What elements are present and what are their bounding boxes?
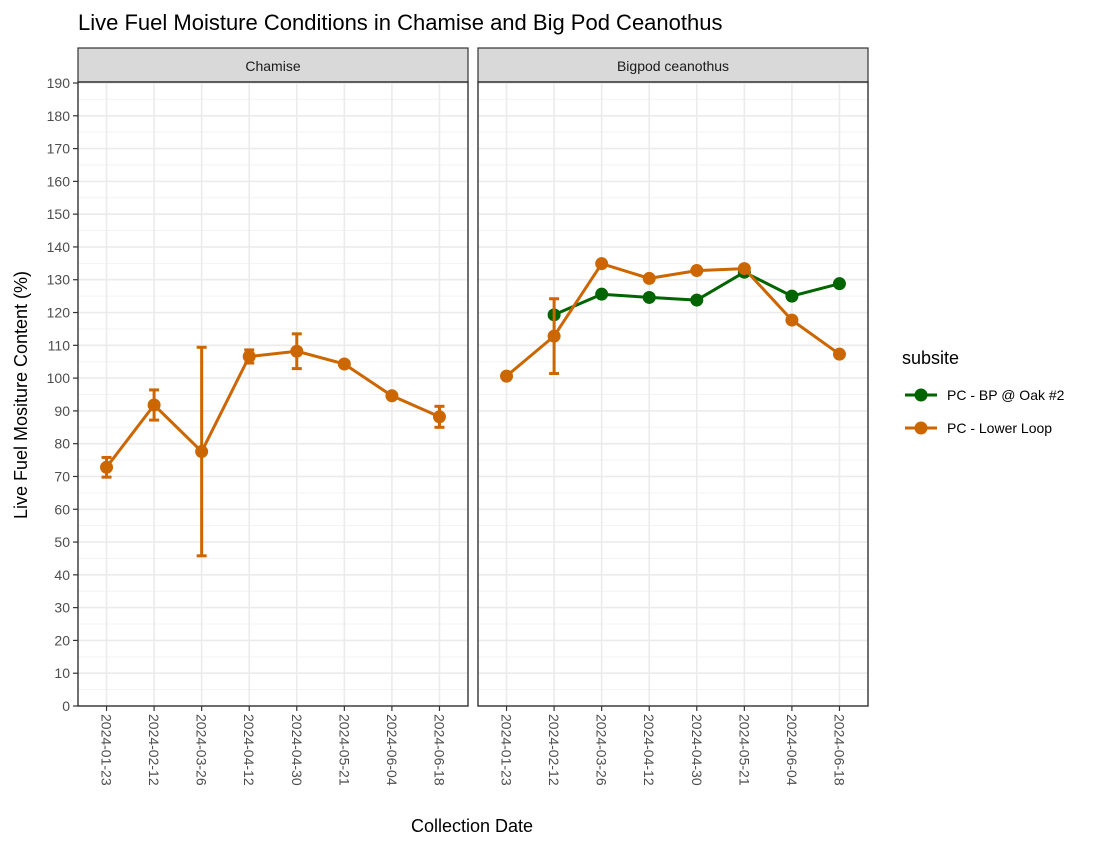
y-tick-label: 30 xyxy=(54,600,70,616)
y-axis-label: Live Fuel Mositure Content (%) xyxy=(11,271,31,519)
y-tick-label: 170 xyxy=(47,141,71,157)
y-tick-label: 70 xyxy=(54,468,70,484)
y-tick-label: 110 xyxy=(48,337,71,353)
legend-key-point xyxy=(914,388,928,402)
data-point xyxy=(290,344,304,358)
x-tick-label: 2024-06-04 xyxy=(784,714,800,786)
x-tick-label: 2024-05-21 xyxy=(336,714,352,786)
data-point xyxy=(385,389,399,403)
x-tick-label: 2024-01-23 xyxy=(99,714,115,786)
legend-entry: PC - Lower Loop xyxy=(905,420,1052,436)
x-tick-label: 2024-02-12 xyxy=(146,714,162,786)
y-tick-label: 100 xyxy=(47,370,71,386)
x-tick-label: 2024-04-30 xyxy=(289,714,305,786)
x-tick-label: 2024-01-23 xyxy=(499,714,515,786)
y-tick-label: 180 xyxy=(47,108,71,124)
data-point xyxy=(500,369,514,383)
data-point xyxy=(147,398,161,412)
data-point xyxy=(642,290,656,304)
x-tick-label: 2024-06-18 xyxy=(831,714,847,786)
x-tick-label: 2024-04-30 xyxy=(689,714,705,786)
x-tick-label: 2024-04-12 xyxy=(641,714,657,786)
data-point xyxy=(337,357,351,371)
data-point xyxy=(785,289,799,303)
x-tick-label: 2024-02-12 xyxy=(546,714,562,786)
panel-border xyxy=(77,81,469,707)
legend-key-point xyxy=(914,421,928,435)
facet-strip xyxy=(477,47,869,83)
x-tick-label: 2024-06-04 xyxy=(384,714,400,786)
facet-panels: Chamise 2024-01-23 2024-02-12 2024-03-26 202… xyxy=(77,47,869,786)
series-line xyxy=(105,349,441,469)
y-tick-label: 140 xyxy=(47,239,71,255)
facet-panel: Bigpod ceanothus 2024-01-23 2024-02-12 2024… xyxy=(477,47,869,786)
y-tick-label: 60 xyxy=(54,501,70,517)
data-point xyxy=(595,287,609,301)
y-tick-label: 20 xyxy=(54,632,70,648)
data-series xyxy=(500,257,846,383)
facet-strip xyxy=(77,47,469,83)
data-point xyxy=(432,410,446,424)
y-tick-label: 0 xyxy=(62,698,70,714)
y-tick-label: 80 xyxy=(54,436,70,452)
legend: subsite PC - BP @ Oak #2 PC - Lower Loop xyxy=(902,348,1065,436)
data-series xyxy=(547,265,846,322)
y-tick-label: 190 xyxy=(47,75,71,91)
facet-strip-label: Bigpod ceanothus xyxy=(617,58,729,74)
legend-label: PC - BP @ Oak #2 xyxy=(947,387,1065,403)
facet-strip-label: Chamise xyxy=(245,58,300,74)
x-tick-label: 2024-05-21 xyxy=(736,714,752,786)
chart-title: Live Fuel Moisture Conditions in Chamise… xyxy=(78,10,722,35)
data-point xyxy=(690,264,704,278)
data-point xyxy=(737,262,751,276)
data-point xyxy=(595,257,609,271)
x-tick-label: 2024-06-18 xyxy=(431,714,447,786)
legend-title: subsite xyxy=(902,348,959,368)
y-tick-label: 150 xyxy=(47,206,71,222)
y-tick-label: 160 xyxy=(47,173,71,189)
x-tick-label: 2024-03-26 xyxy=(194,714,210,786)
y-tick-label: 10 xyxy=(54,665,70,681)
y-tick-label: 90 xyxy=(54,403,70,419)
data-point xyxy=(785,313,799,327)
data-point xyxy=(195,445,209,459)
data-point xyxy=(832,277,846,291)
legend-entry: PC - BP @ Oak #2 xyxy=(905,387,1065,403)
x-tick-label: 2024-03-26 xyxy=(594,714,610,786)
y-tick-label: 40 xyxy=(54,567,70,583)
data-point xyxy=(242,349,256,363)
y-tick-label: 120 xyxy=(47,305,71,321)
series-line xyxy=(505,262,841,378)
data-point xyxy=(690,293,704,307)
data-point xyxy=(547,329,561,343)
x-tick-label: 2024-04-12 xyxy=(241,714,257,786)
y-axis: 0 10 20 30 40 50 60 70 80 90 100 110 120 130 140 150 160… xyxy=(47,75,78,714)
data-point xyxy=(100,460,114,474)
data-point xyxy=(832,347,846,361)
x-axis-label: Collection Date xyxy=(411,816,533,836)
data-point xyxy=(642,271,656,285)
y-tick-label: 50 xyxy=(54,534,70,550)
data-series xyxy=(100,332,446,558)
facet-panel: Chamise 2024-01-23 2024-02-12 2024-03-26 202… xyxy=(77,47,469,786)
legend-label: PC - Lower Loop xyxy=(947,420,1052,436)
panel-border xyxy=(477,81,869,707)
y-tick-label: 130 xyxy=(47,272,71,288)
